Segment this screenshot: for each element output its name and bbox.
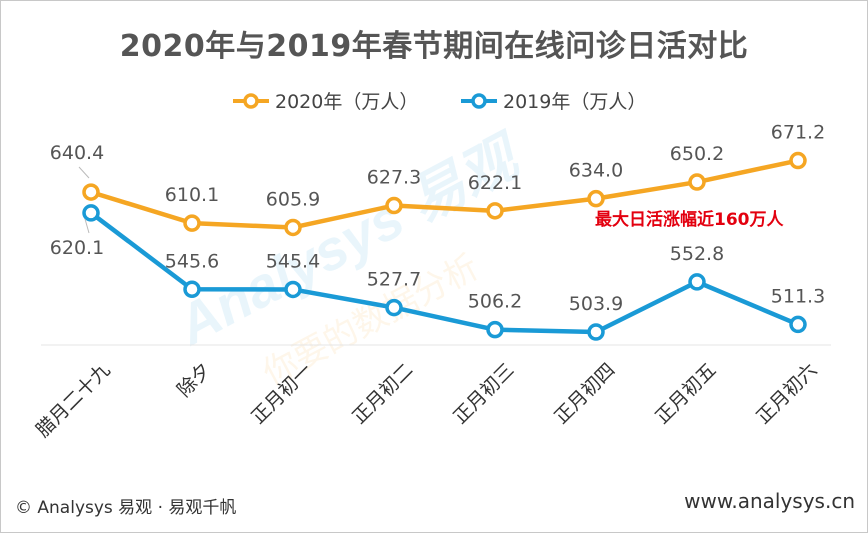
data-point [183,214,201,232]
series-layer [82,151,807,341]
data-label: 622.1 [468,172,522,194]
x-tick-label: 正月初四 [550,359,619,428]
data-label: 545.6 [165,250,219,272]
x-tick-label: 正月初二 [348,359,417,428]
data-label: 527.7 [367,269,421,291]
data-point [688,273,706,291]
data-label: 610.1 [165,184,219,206]
data-label: 620.1 [50,237,104,259]
data-point [284,218,302,237]
data-point [82,183,100,201]
x-tick-label: 正月初五 [651,359,720,428]
x-tick-label: 除夕 [173,359,215,401]
data-point [183,280,201,299]
label-leader-line [84,218,90,234]
data-point [486,202,504,220]
x-tick-label: 腊月二十九 [32,359,115,442]
data-label: 503.9 [569,293,623,315]
footer-copyright: © Analysys 易观 · 易观千帆 [15,498,237,518]
data-point [82,204,100,222]
data-label: 506.2 [468,291,522,313]
data-point [587,189,605,208]
x-tick-labels: 腊月二十九 除夕 正月初一 正月初二 正月初三 正月初四 正月初五 正月初六 [32,359,822,442]
x-tick-label: 正月初三 [449,359,518,428]
footer-website[interactable]: www.analysys.cn [684,489,855,513]
data-label: 545.4 [266,250,320,272]
series-line-2019 [89,211,799,335]
label-leader-line [78,166,90,179]
data-point [284,280,302,299]
data-label: 640.4 [50,142,104,164]
data-point [385,196,403,215]
data-label: 650.2 [670,143,724,165]
watermark: Analysys 易观 你要的数据分析 [165,122,532,394]
data-label: 671.2 [771,122,825,144]
chart-title: 2020年与2019年春节期间在线问诊日活对比 [119,29,749,64]
series-line-2020 [90,158,799,230]
data-label: 552.8 [670,243,724,265]
data-label: 634.0 [569,160,623,182]
data-labels: 640.4 610.1 605.9 627.3 622.1 634.0 650.2 671.2… [50,122,825,315]
data-label: 627.3 [367,167,421,189]
data-point [486,320,504,339]
data-point [587,323,605,341]
x-tick-label: 正月初六 [752,359,821,428]
legend-swatch-marker [471,93,487,109]
legend-swatch-marker [243,93,259,109]
data-point [789,151,807,170]
data-point [789,315,807,334]
data-point [688,173,706,191]
legend-label: 2019年（万人） [503,91,646,113]
legend: 2020年（万人） 2019年（万人） [233,91,646,113]
chart-annotation: 最大日活涨幅近160万人 [595,210,784,230]
data-point [385,298,403,317]
data-label: 511.3 [771,285,825,307]
data-label: 605.9 [266,188,320,210]
legend-label: 2020年（万人） [275,91,418,113]
